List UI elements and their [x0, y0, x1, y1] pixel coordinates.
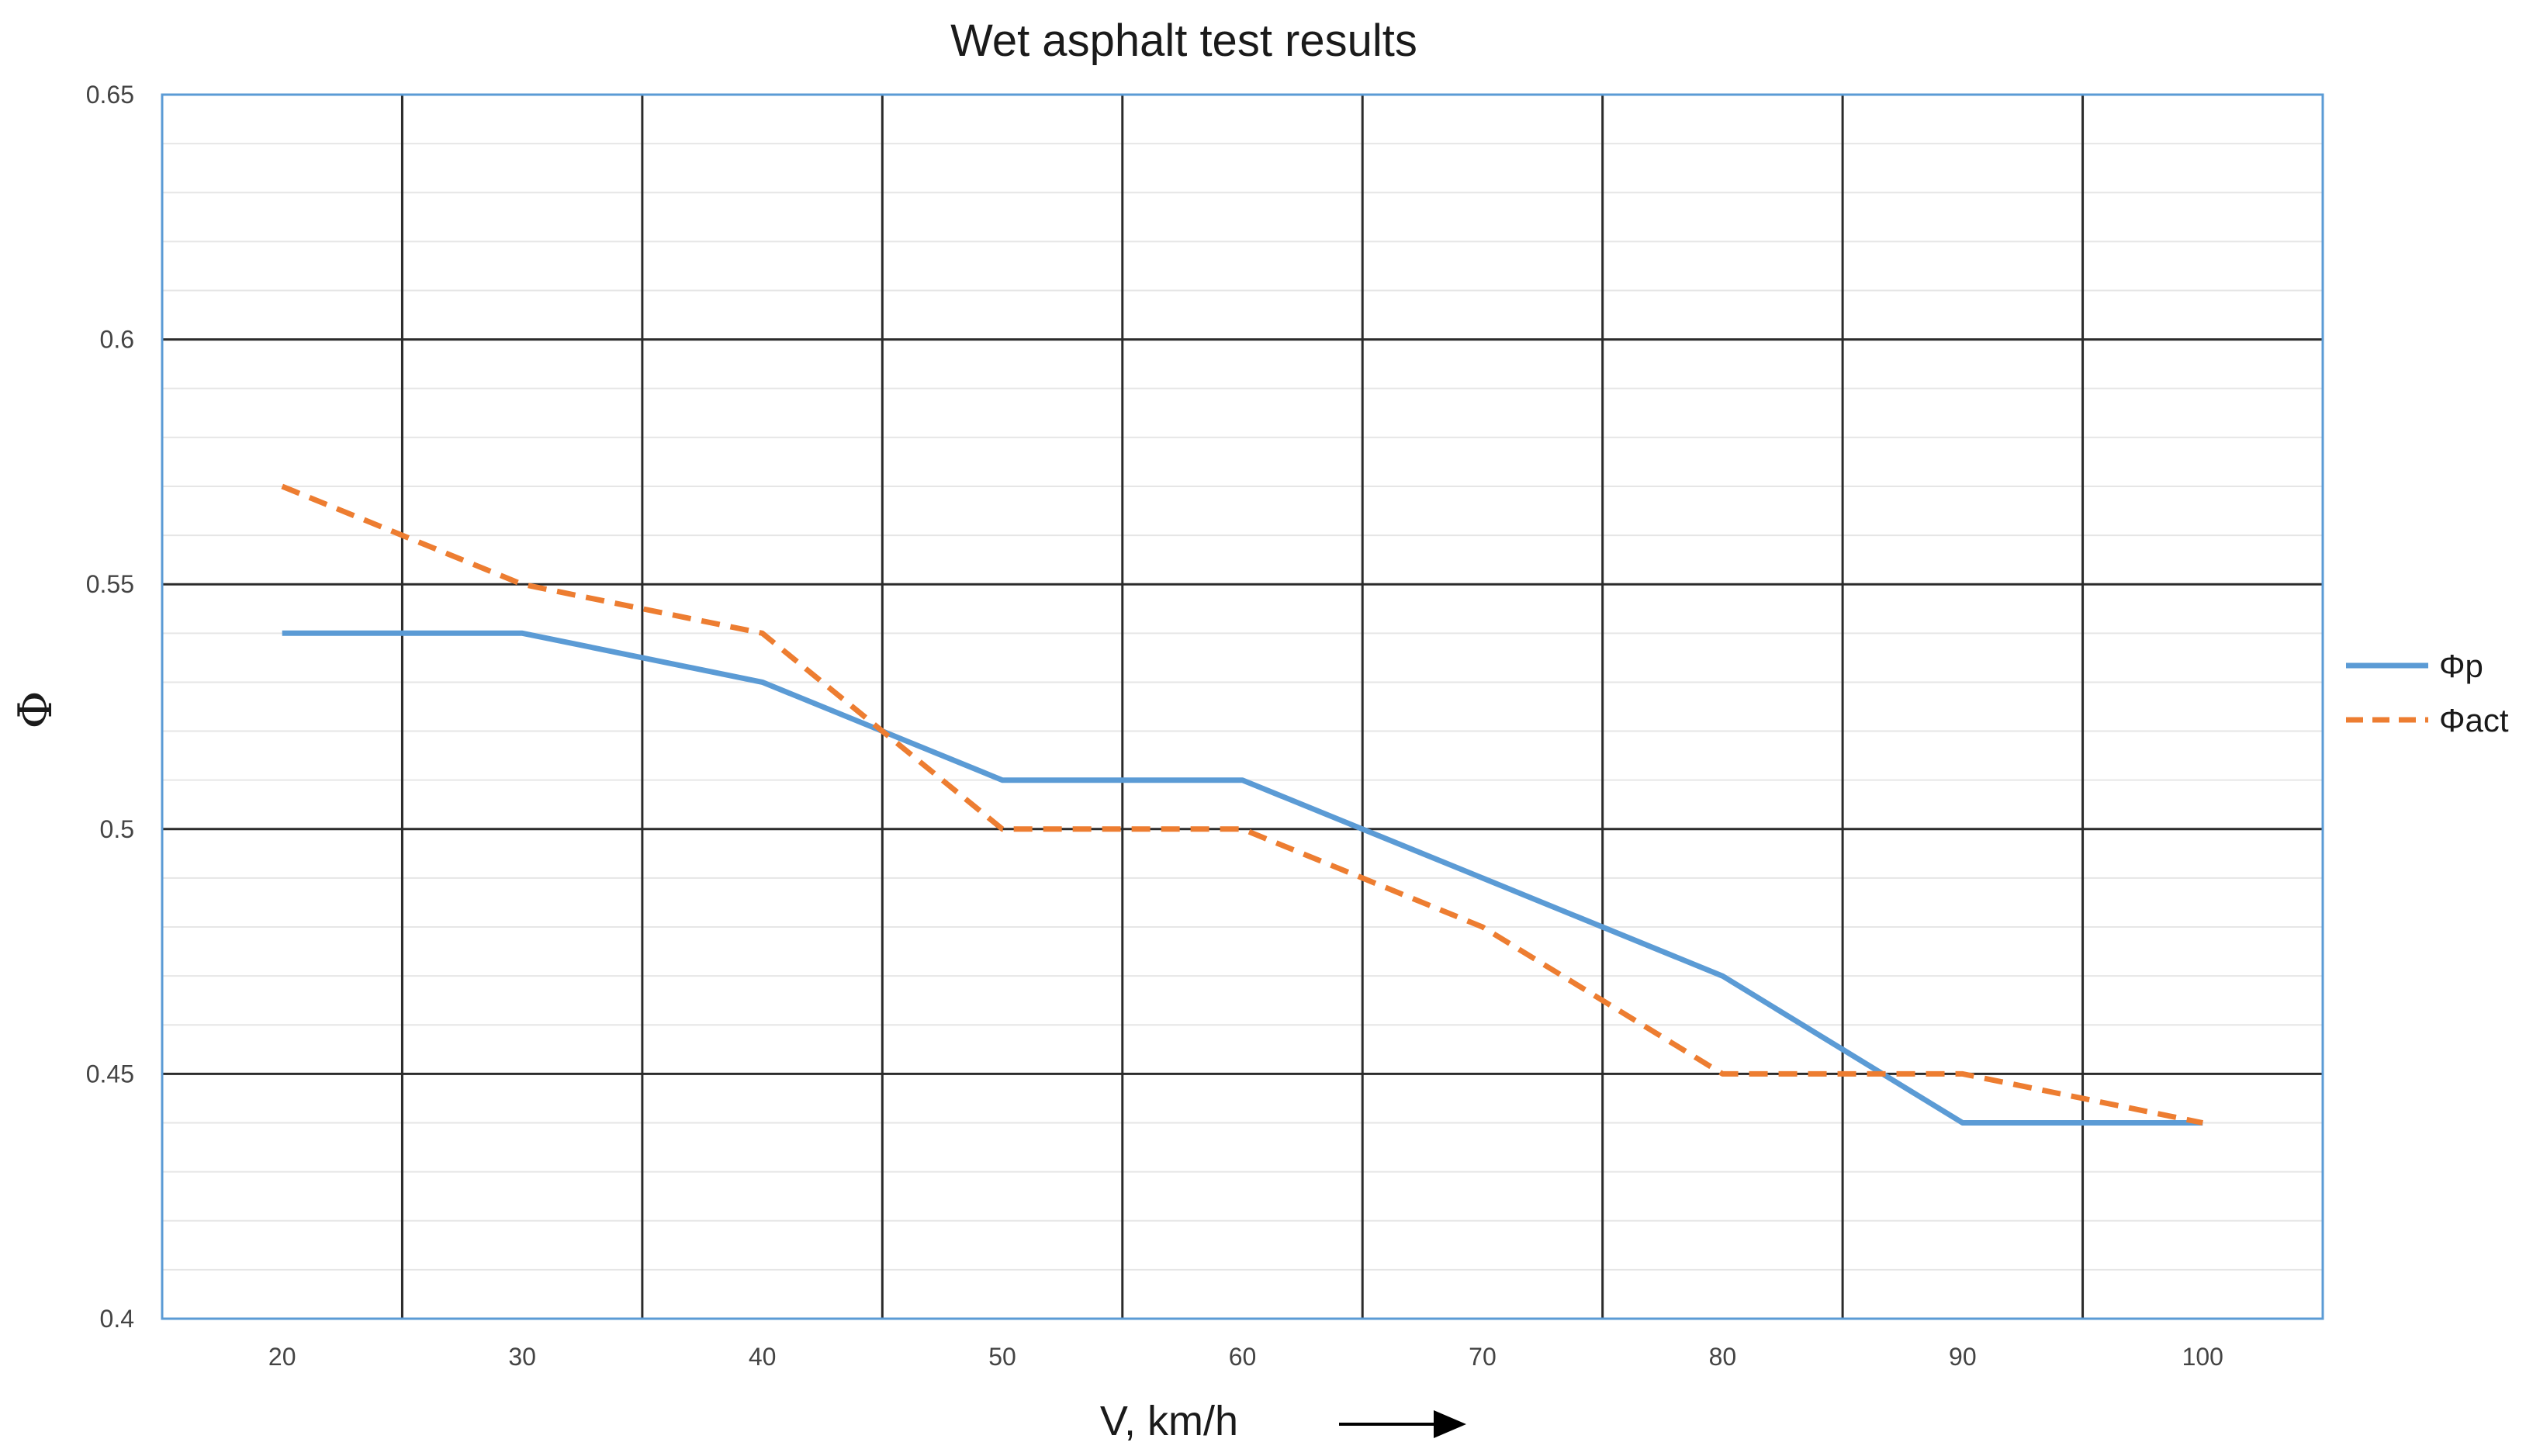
legend-label-2: Φact: [2439, 702, 2509, 738]
chart-title: Wet asphalt test results: [950, 16, 1417, 66]
legend: Φp Φact: [2346, 648, 2509, 738]
y-tick-label: 0.6: [100, 326, 134, 354]
x-axis-label: V, km/h: [1100, 1398, 1238, 1444]
x-tick-label: 30: [508, 1343, 536, 1371]
x-tick-label: 100: [2182, 1343, 2223, 1371]
legend-label-1: Φp: [2439, 648, 2483, 684]
y-tick-label: 0.5: [100, 815, 134, 843]
series-line-2: [281, 483, 2203, 1126]
y-tick-label: 0.45: [86, 1060, 134, 1088]
y-tick-label: 0.4: [100, 1305, 134, 1333]
y-tick-label: 0.55: [86, 570, 134, 598]
x-tick-label: 60: [1229, 1343, 1257, 1371]
x-tick-label: 70: [1469, 1343, 1497, 1371]
x-tick-label: 50: [988, 1343, 1016, 1371]
x-tick-label: 80: [1709, 1343, 1737, 1371]
plot-border: [161, 93, 2324, 1320]
plot-area: 0.4 0.45 0.5 0.55 0.6 0.65 20 30 40 50 60 70 80 90 100: [86, 81, 2324, 1371]
y-tick-label: 0.65: [86, 81, 134, 109]
x-tick-label: 40: [749, 1343, 777, 1371]
x-axis-arrow-icon: [1339, 1410, 1466, 1438]
x-tick-label: 90: [1949, 1343, 1977, 1371]
y-axis-label: Φ: [9, 690, 63, 728]
x-tick-label: 20: [268, 1343, 296, 1371]
